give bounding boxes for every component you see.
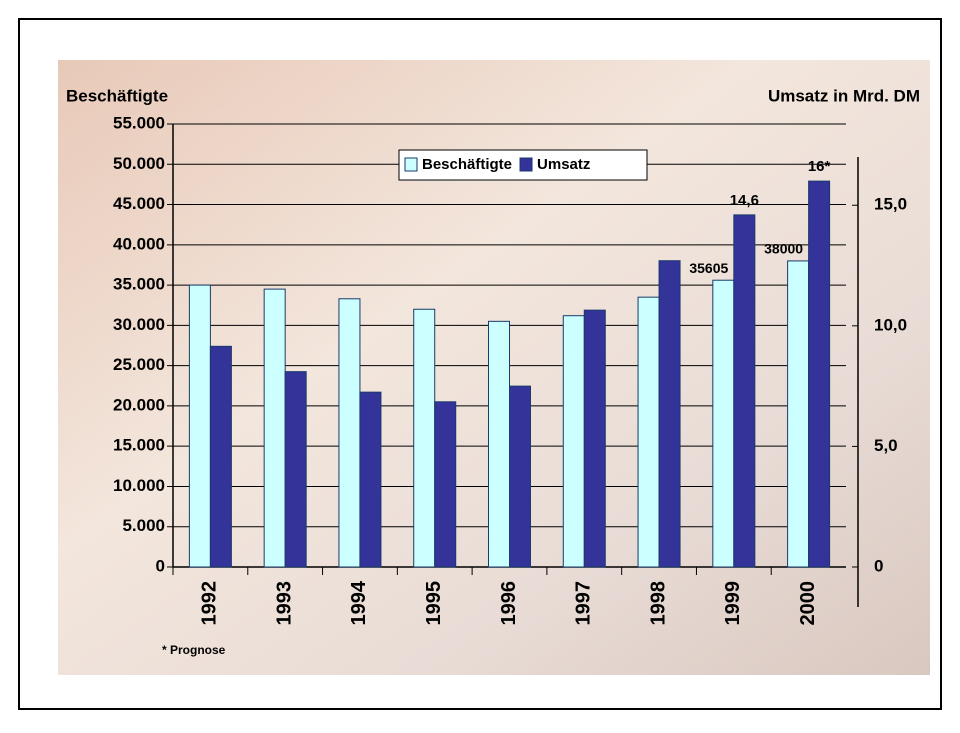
bar (188, 284, 211, 568)
legend-swatch (404, 157, 418, 172)
y-tick-label: 50.000 (113, 154, 165, 173)
bar (413, 308, 436, 568)
bar (658, 260, 681, 568)
y-tick-label: 55.000 (113, 113, 165, 132)
bar (209, 345, 232, 568)
x-tick-label: 1994 (348, 580, 370, 625)
x-tick-label: 1999 (722, 581, 744, 626)
bar (359, 391, 382, 568)
bar (434, 401, 457, 568)
x-tick-label: 1997 (573, 581, 595, 626)
bar (637, 296, 660, 568)
y-tick-label: 30.000 (113, 315, 165, 334)
bar (509, 385, 531, 568)
x-tick-label: 1992 (199, 581, 221, 626)
data-label: 35605 (689, 260, 728, 276)
footnote: * Prognose (162, 643, 226, 657)
bar (808, 180, 831, 568)
y2-tick-label: 5,0 (874, 436, 898, 455)
y-tick-label: 0 (156, 556, 165, 575)
bar (733, 214, 756, 568)
y-tick-label: 35.000 (113, 275, 165, 294)
legend-swatch (519, 157, 533, 172)
data-label: 38000 (764, 241, 803, 257)
y2-tick-label: 15,0 (874, 195, 907, 214)
y-tick-label: 40.000 (113, 234, 165, 253)
bar (787, 260, 810, 568)
y-tick-label: 25.000 (113, 355, 165, 374)
legend-label: Beschäftigte (422, 156, 512, 173)
y2-axis-title: Umsatz in Mrd. DM (768, 86, 920, 105)
bar (488, 320, 510, 568)
x-tick-label: 1996 (498, 581, 520, 626)
x-tick-label: 1995 (423, 581, 445, 626)
x-tick-label: 1998 (647, 581, 669, 626)
y-tick-label: 5.000 (122, 516, 165, 535)
y-tick-label: 15.000 (113, 436, 165, 455)
y2-tick-label: 10,0 (874, 315, 907, 334)
y2-tick-label: 0 (874, 556, 883, 575)
data-label: 16* (808, 158, 831, 175)
bar (583, 309, 606, 568)
legend-label: Umsatz (537, 156, 590, 173)
x-tick-label: 2000 (797, 581, 819, 626)
bar (562, 315, 585, 568)
bar (263, 288, 286, 568)
bar (712, 279, 735, 568)
y-tick-label: 45.000 (113, 194, 165, 213)
y-tick-label: 20.000 (113, 395, 165, 414)
x-tick-label: 1993 (273, 581, 295, 626)
data-label: 14,6 (730, 192, 759, 209)
bar (338, 298, 361, 568)
y-tick-label: 10.000 (113, 476, 165, 495)
y-axis-title: Beschäftigte (66, 86, 168, 105)
bar (284, 371, 307, 568)
